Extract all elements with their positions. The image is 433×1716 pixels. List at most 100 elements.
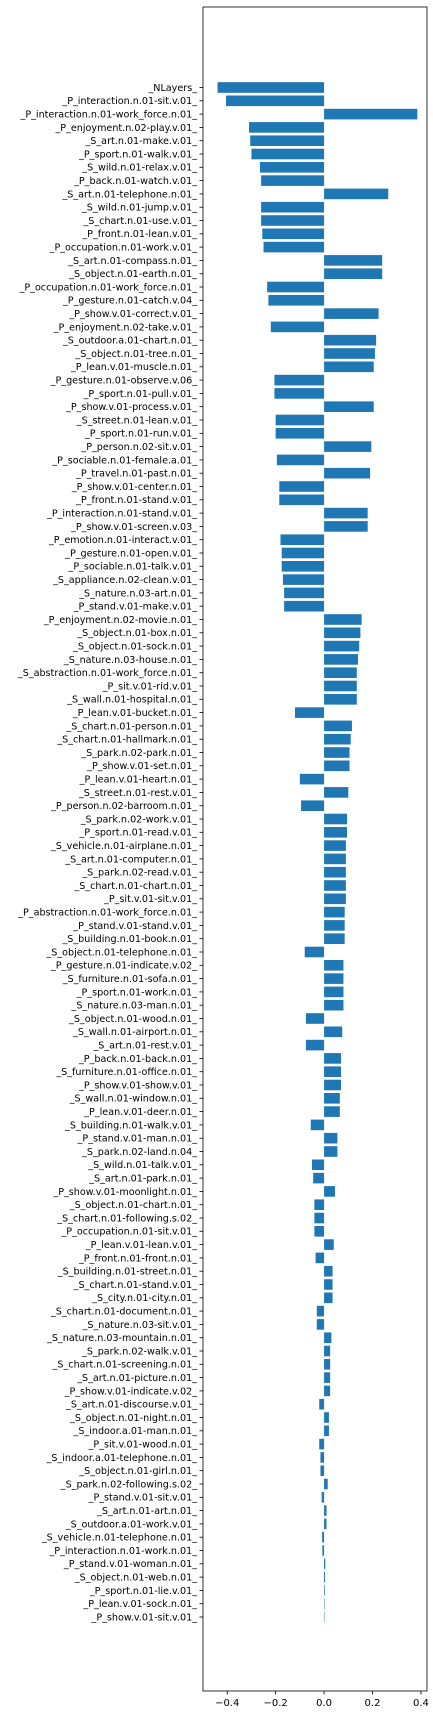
y-tick-label: _P_travel.n.01-past.n.01_ — [75, 469, 197, 480]
bar — [324, 1279, 333, 1290]
y-tick-label: _S_nature.n.03-house.n.01_ — [63, 655, 197, 666]
bar — [314, 1212, 325, 1224]
y-tick-label: _S_furniture.n.01-office.n.01_ — [55, 1067, 197, 1078]
bar — [275, 428, 325, 439]
y-tick-label: _P_front.n.01-front.n.01_ — [78, 1253, 197, 1264]
y-tick-label: _P_gesture.n.01-indicate.v.02_ — [50, 961, 197, 972]
bar — [226, 95, 325, 107]
bar — [320, 1465, 325, 1476]
bar — [324, 866, 346, 878]
y-tick-label: _P_occupation.n.01-work.v.01_ — [49, 243, 198, 254]
y-tick-label: _S_city.n.01-city.n.01_ — [91, 1293, 197, 1304]
bar — [324, 853, 346, 865]
bar — [314, 1226, 325, 1237]
bar — [324, 760, 350, 772]
y-tick-label: _S_outdoor.a.01-work.v.01_ — [65, 1519, 197, 1530]
bar — [261, 201, 325, 213]
y-tick-label: _P_interaction.n.01-stand.v.01_ — [46, 509, 197, 520]
bar — [305, 1039, 325, 1051]
bar — [324, 813, 348, 825]
y-tick-label: _S_indoor.a.01-telephone.n.01_ — [46, 1453, 198, 1464]
y-tick-label: _P_interaction.n.01-work.n.01_ — [48, 1546, 197, 1557]
bar — [261, 215, 325, 226]
bar — [305, 1013, 325, 1024]
y-tick-label: _P_sport.n.01-pull.v.01_ — [83, 389, 198, 400]
y-tick-label: _S_chart.n.01-use.v.01_ — [83, 216, 198, 227]
bar — [310, 1119, 325, 1131]
y-tick-label: _P_interaction.n.01-sit.v.01_ — [61, 96, 197, 107]
bar — [267, 281, 325, 293]
bar — [304, 946, 325, 958]
y-tick-label: _S_nature.n.03-sit.v.01_ — [82, 1320, 198, 1331]
y-tick-label: _S_object.n.01-box.n.01_ — [76, 628, 197, 639]
y-tick-label: _P_sport.n.01-read.v.01_ — [78, 828, 197, 839]
y-tick-label: _P_sit.v.01-wood.n.01_ — [88, 1440, 198, 1451]
bar — [324, 827, 348, 838]
bar — [324, 188, 389, 200]
bar — [301, 800, 325, 811]
y-tick-label: _S_wild.n.01-relax.v.01_ — [81, 163, 197, 174]
bar — [324, 1053, 342, 1064]
bar — [324, 960, 344, 971]
y-tick-label: _P_stand.v.01-stand.v.01_ — [72, 921, 197, 932]
bar — [319, 1438, 325, 1450]
x-axis: −0.4 −0.2 0.0 0.2 0.4 — [215, 1691, 429, 1709]
y-tick-label: _S_art.n.01-rest.v.01_ — [92, 1041, 197, 1052]
bar — [324, 787, 349, 798]
bar — [324, 614, 362, 625]
bar — [324, 1026, 343, 1038]
y-tick-label: _P_show.v.01-correct.v.01_ — [68, 309, 197, 320]
y-tick-label: _S_art.n.01-compass.n.01_ — [67, 256, 197, 267]
y-tick-label: _P_enjoyment.n.02-play.v.01_ — [55, 123, 198, 134]
bar — [299, 773, 325, 785]
y-tick-label: _P_sit.v.01-sit.v.01_ — [103, 894, 197, 905]
bar — [324, 920, 345, 931]
bar — [324, 1571, 326, 1583]
y-tick-label: _P_enjoyment.n.02-movie.n.01_ — [43, 615, 197, 626]
bar — [268, 295, 325, 306]
y-tick-label: _P_gesture.n.01-observe.v.06_ — [50, 376, 197, 387]
bar — [315, 1252, 325, 1264]
bar — [324, 1518, 327, 1530]
y-tick-label: _P_sport.n.01-run.v.01_ — [84, 429, 197, 440]
y-tick-label: _S_art.n.01-computer.n.01_ — [64, 854, 197, 865]
bar — [324, 1265, 333, 1277]
y-tick-label: _S_park.n.02-following.s.02_ — [60, 1479, 197, 1490]
y-tick-label: _S_park.n.02-work.v.01_ — [80, 814, 197, 825]
y-tick-label: _S_object.n.01-night.n.01_ — [69, 1413, 197, 1424]
bar — [324, 1239, 334, 1250]
y-tick-label: _S_furniture.n.01-sofa.n.01_ — [62, 974, 198, 985]
bar — [324, 720, 352, 732]
y-tick-label: _P_sport.n.01-walk.v.01_ — [78, 149, 197, 160]
bar — [321, 1492, 325, 1503]
bar — [217, 82, 325, 93]
y-tick-label: _S_wild.n.01-talk.v.01_ — [87, 1160, 197, 1171]
y-tick-label: _S_nature.n.03-mountain.n.01_ — [46, 1333, 197, 1344]
y-tick-label: _P_gesture.n.01-open.v.01_ — [64, 548, 197, 559]
y-tick-label: _P_show.v.01-show.v.01_ — [78, 1080, 197, 1091]
y-tick-label: _P_lean.v.01-heart.n.01_ — [79, 775, 198, 786]
bar — [279, 494, 325, 506]
y-tick-label: _S_building.n.01-walk.v.01_ — [64, 1120, 197, 1131]
y-tick-label: _P_show.v.01-indicate.v.02_ — [64, 1386, 198, 1397]
y-tick-label: _S_park.n.02-park.n.01_ — [80, 748, 197, 759]
bar — [324, 108, 418, 120]
y-tick-label: _S_building.n.01-street.n.01_ — [57, 1267, 197, 1278]
bar — [311, 1159, 325, 1171]
y-tick-label: _S_object.n.01-telephone.n.01_ — [45, 947, 197, 958]
bar — [281, 561, 325, 572]
y-tick-label: _P_interaction.n.01-work_force.n.01_ — [20, 110, 198, 121]
y-tick-label: _S_wall.n.01-window.n.01_ — [69, 1094, 197, 1105]
bar — [280, 534, 325, 545]
bar — [282, 574, 325, 585]
bar — [324, 999, 344, 1011]
y-tick-label: _S_chart.n.01-document.n.01_ — [50, 1307, 197, 1318]
y-tick-label: _S_object.n.01-chart.n.01_ — [69, 1200, 197, 1211]
y-tick-label: _P_lean.v.01-bucket.n.01_ — [72, 708, 197, 719]
bar — [324, 893, 346, 905]
y-tick-label: _S_chart.n.01-stand.v.01_ — [73, 1280, 198, 1291]
bar — [319, 1398, 325, 1410]
bar — [276, 454, 325, 466]
y-tick-label: _S_park.n.02-read.v.01_ — [81, 868, 197, 879]
bar — [324, 1132, 338, 1144]
